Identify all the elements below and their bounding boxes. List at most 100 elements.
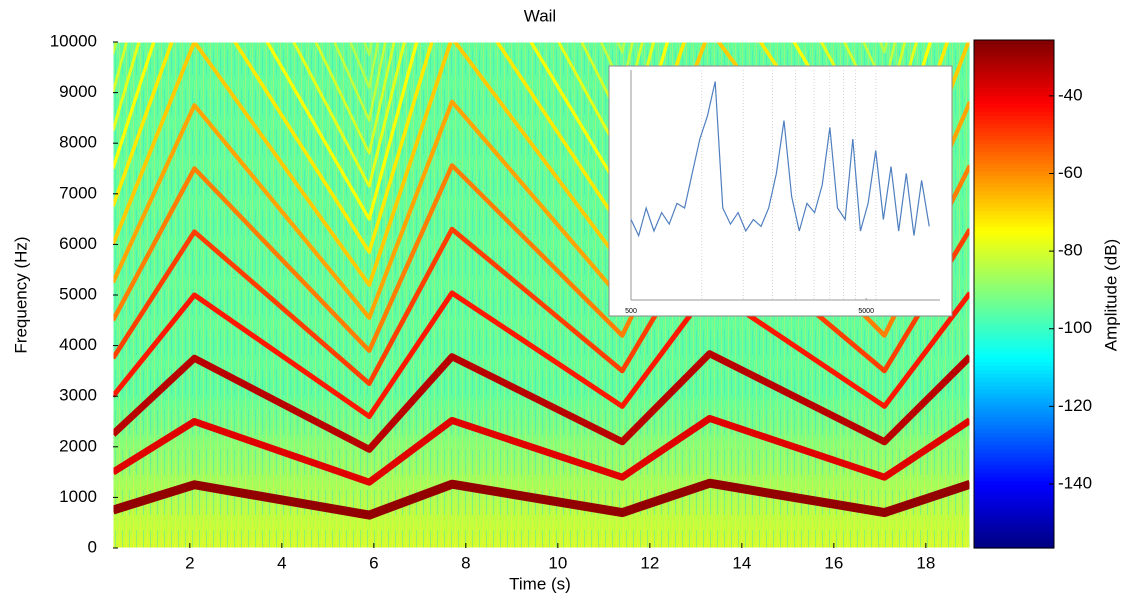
colorbar-cell	[974, 63, 1054, 69]
colorbar-cell	[974, 186, 1054, 192]
colorbar-cell	[974, 385, 1054, 390]
colorbar-cell	[974, 432, 1054, 438]
colorbar-cell	[974, 170, 1054, 176]
colorbar-cell	[974, 428, 1054, 434]
colorbar-cell	[974, 266, 1054, 271]
colorbar-cell	[974, 452, 1054, 458]
colorbar-cell	[974, 143, 1054, 148]
colorbar-cell	[974, 409, 1054, 414]
inset-frame	[608, 65, 953, 317]
colorbar-cell	[974, 464, 1054, 470]
colorbar-cell	[974, 508, 1054, 513]
colorbar-cell	[974, 544, 1054, 549]
colorbar-cell	[974, 421, 1054, 426]
colorbar-cell	[974, 230, 1054, 236]
colorbar-cell	[974, 159, 1054, 164]
colorbar-cell	[974, 278, 1054, 283]
y-tick-label: 7000	[59, 183, 97, 202]
colorbar-cell	[974, 155, 1054, 160]
colorbar-cell	[974, 305, 1054, 311]
y-tick-label: 0	[88, 537, 97, 556]
colorbar-cell	[974, 151, 1054, 156]
x-tick-label: 14	[732, 553, 751, 572]
colorbar-cell	[974, 297, 1054, 303]
colorbar-cell	[974, 520, 1054, 525]
colorbar-cell	[974, 456, 1054, 462]
colorbar-tick-label: -140	[1058, 473, 1092, 492]
colorbar-cell	[974, 131, 1054, 136]
colorbar-cell	[974, 377, 1054, 382]
colorbar-cell	[974, 286, 1054, 291]
colorbar-cell	[974, 500, 1054, 505]
x-tick-label: 500	[625, 308, 637, 315]
colorbar-cell	[974, 472, 1054, 478]
colorbar-cell	[974, 369, 1054, 374]
colorbar-cell	[974, 167, 1054, 172]
colorbar-cell	[974, 309, 1054, 315]
colorbar-cell	[974, 222, 1054, 228]
harmonic	[113, 221, 970, 386]
colorbar-cell	[974, 250, 1054, 255]
colorbar-cell	[974, 524, 1054, 529]
colorbar-cell	[974, 290, 1054, 295]
colorbar-cell	[974, 83, 1054, 89]
colorbar-cell	[974, 373, 1054, 378]
colorbar-cell	[974, 262, 1054, 267]
colorbar-tick-label: -120	[1058, 396, 1092, 415]
colorbar-cell	[974, 361, 1054, 367]
colorbar-cell	[974, 242, 1054, 247]
colorbar-cell	[974, 190, 1054, 196]
colorbar-cell	[974, 127, 1054, 132]
colorbar-cell	[974, 349, 1054, 355]
colorbar-cell	[974, 532, 1054, 537]
colorbar-cell	[974, 389, 1054, 394]
colorbar-cell	[974, 198, 1054, 204]
colorbar-cell	[974, 313, 1054, 319]
colorbar-cell	[974, 123, 1054, 128]
colorbar-cell	[974, 381, 1054, 386]
colorbar-cell	[974, 440, 1054, 446]
colorbar-cell	[974, 210, 1054, 216]
y-tick-label: 3000	[59, 386, 97, 405]
colorbar-cell	[974, 496, 1054, 501]
colorbar-cell	[974, 111, 1054, 117]
harmonic	[113, 350, 970, 453]
colorbar-cell	[974, 317, 1054, 323]
colorbar-cell	[974, 504, 1054, 509]
colorbar-tick-label: -100	[1058, 318, 1092, 337]
colorbar-cell	[974, 270, 1054, 275]
y-tick-label: 5000	[59, 284, 97, 303]
colorbar-cell	[974, 115, 1054, 120]
colorbar-cell	[974, 294, 1054, 299]
colorbar-cell	[974, 460, 1054, 466]
colorbar-cell	[974, 365, 1054, 371]
colorbar-cell	[974, 194, 1054, 200]
colorbar-cell	[974, 492, 1054, 498]
colorbar-cell	[974, 59, 1054, 65]
colorbar-cell	[974, 206, 1054, 212]
colorbar-cell	[974, 536, 1054, 541]
fundamental	[113, 478, 970, 520]
colorbar-cell	[974, 182, 1054, 188]
x-tick-label: 10	[548, 553, 567, 572]
colorbar-tick-label: -60	[1058, 163, 1083, 182]
y-tick-label: 6000	[59, 234, 97, 253]
colorbar-cell	[974, 258, 1054, 263]
colorbar-tick-label: -80	[1058, 241, 1083, 260]
harmonic	[113, 286, 970, 419]
colorbar-cell	[974, 480, 1054, 486]
harmonic	[113, 42, 907, 155]
colorbar-cell	[974, 75, 1054, 81]
colorbar-label: Amplitude (dB)	[1101, 239, 1120, 351]
x-tick-label: 16	[824, 553, 843, 572]
colorbar-cell	[974, 444, 1054, 450]
colorbar-cell	[974, 540, 1054, 545]
colorbar-cell	[974, 43, 1054, 49]
x-tick-label: 8	[461, 553, 470, 572]
colorbar-cell	[974, 174, 1054, 180]
colorbar-cell	[974, 448, 1054, 454]
colorbar-cell	[974, 353, 1054, 359]
colorbar-cell	[974, 99, 1054, 105]
y-tick-label: 1000	[59, 487, 97, 506]
